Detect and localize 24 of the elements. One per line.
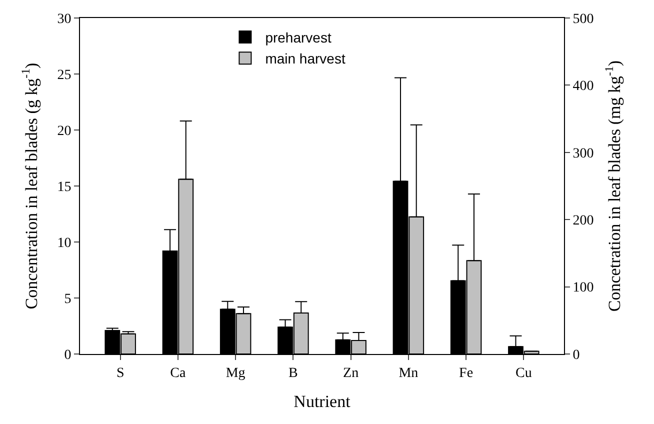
y2-tick-label: 200 (572, 214, 594, 228)
x-tick-label: Ca (170, 366, 187, 381)
y2-tick-label: 500 (572, 12, 594, 27)
x-axis-title: Nutrient (294, 392, 351, 412)
y-tick-label: 0 (64, 348, 72, 363)
y2-tick-label: 300 (572, 146, 594, 162)
y-tick-label: 15 (57, 180, 72, 195)
x-tick-label: Mg (226, 366, 246, 381)
x-tick-label: B (288, 366, 298, 381)
y-tick-label: 20 (57, 124, 72, 139)
x-tick-label: Mn (398, 366, 418, 381)
y-tick-label: 30 (57, 12, 72, 27)
x-tick-label: Fe (459, 366, 474, 381)
y2-tick-label: 100 (572, 280, 594, 296)
y-tick-label: 5 (64, 292, 72, 307)
y-tick-label: 10 (57, 236, 72, 251)
y2-tick-label: 400 (572, 79, 594, 94)
legend-label: main harvest (265, 50, 346, 67)
x-tick-label: Cu (516, 366, 532, 381)
y-tick-label: 25 (57, 68, 72, 83)
legend-label: preharvest (265, 29, 332, 46)
x-tick-label: S (116, 366, 124, 381)
y2-tick-label: 0 (572, 348, 580, 363)
x-tick-label: Zn (343, 366, 359, 381)
